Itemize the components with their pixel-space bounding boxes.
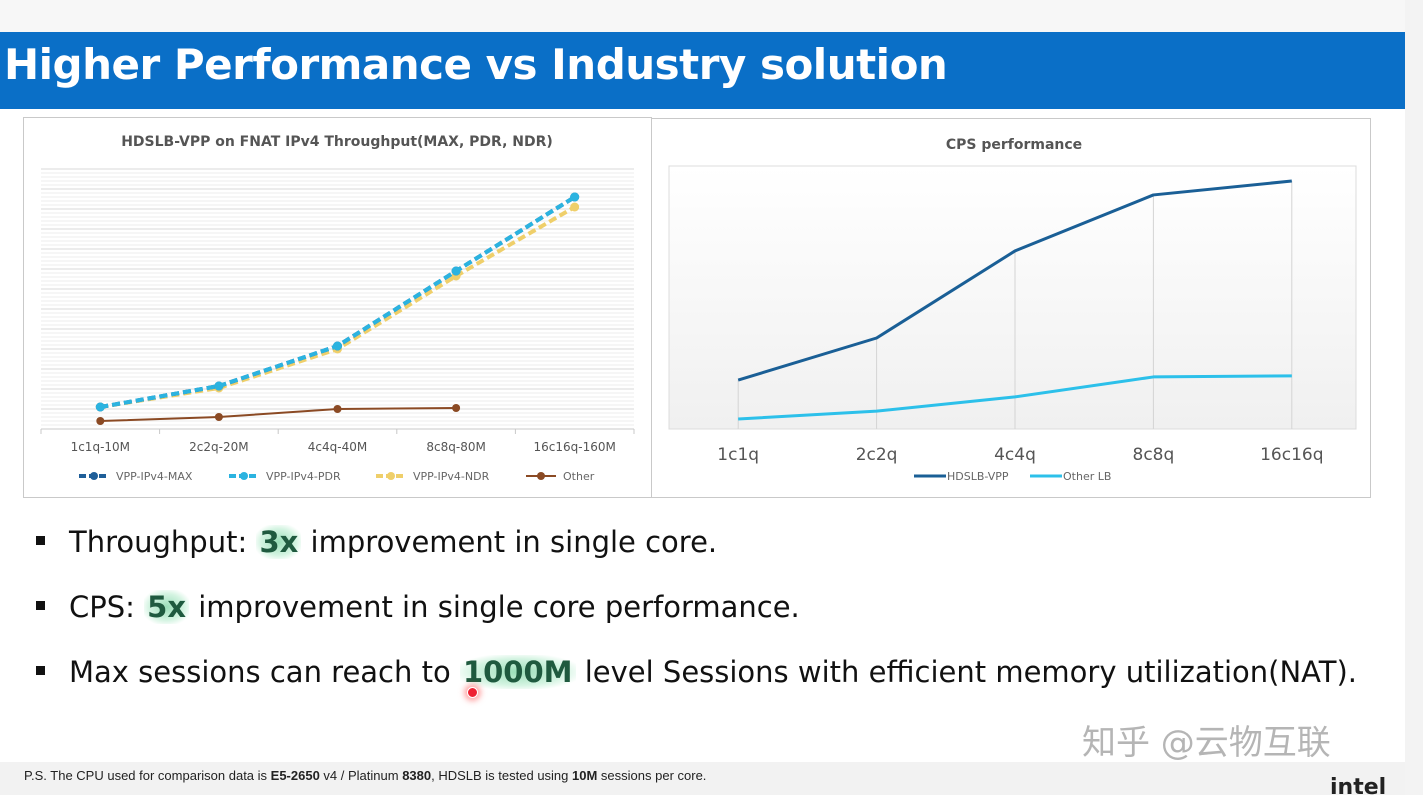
x-tick-label: 4c4q-40M bbox=[308, 440, 367, 454]
bullet-marker bbox=[36, 601, 45, 610]
bullet-highlight: 3x bbox=[256, 525, 301, 559]
x-tick-label: 1c1q bbox=[717, 445, 759, 465]
legend-label: Other LB bbox=[1063, 470, 1111, 483]
x-tick-label: 2c2q bbox=[856, 445, 898, 465]
legend-marker bbox=[90, 472, 98, 480]
bullet-text: Throughput: bbox=[69, 525, 256, 559]
chart-title: HDSLB-VPP on FNAT IPv4 Throughput(MAX, P… bbox=[121, 134, 553, 150]
data-point-VPP-IPv4-PDR bbox=[452, 267, 461, 276]
bullet-highlight: 1000M bbox=[460, 655, 576, 689]
legend-label: VPP-IPv4-PDR bbox=[266, 470, 341, 483]
legend-label: VPP-IPv4-MAX bbox=[116, 470, 193, 483]
bullet-text: CPS: bbox=[69, 590, 144, 624]
legend-marker bbox=[240, 472, 248, 480]
intel-logo: intel bbox=[1330, 775, 1386, 800]
series-line-Other bbox=[100, 408, 456, 421]
bullet-marker bbox=[36, 536, 45, 545]
right-strip bbox=[1405, 0, 1423, 795]
pointer-cursor bbox=[467, 687, 478, 698]
title-banner: Higher Performance vs Industry solution bbox=[0, 32, 1405, 109]
x-tick-label: 1c1q-10M bbox=[71, 440, 130, 454]
plot-area bbox=[669, 166, 1356, 429]
bullet-sessions: Max sessions can reach to 1000M level Se… bbox=[36, 655, 1357, 689]
legend-marker bbox=[387, 472, 395, 480]
x-tick-label: 16c16q-160M bbox=[534, 440, 616, 454]
bullet-cps: CPS: 5x improvement in single core perfo… bbox=[36, 590, 800, 624]
top-strip bbox=[0, 0, 1423, 32]
footnote: P.S. The CPU used for comparison data is… bbox=[24, 768, 706, 783]
chart-title: CPS performance bbox=[946, 137, 1082, 153]
data-point-VPP-IPv4-PDR bbox=[570, 193, 579, 202]
x-tick-label: 8c8q bbox=[1133, 445, 1175, 465]
bullet-text: level Sessions with efficient memory uti… bbox=[576, 655, 1358, 689]
data-point-Other bbox=[96, 417, 104, 425]
bullet-text: improvement in single core. bbox=[301, 525, 717, 559]
data-point-VPP-IPv4-PDR bbox=[214, 382, 223, 391]
x-tick-label: 2c2q-20M bbox=[189, 440, 248, 454]
data-point-VPP-IPv4-PDR bbox=[96, 403, 105, 412]
throughput-chart-panel: HDSLB-VPP on FNAT IPv4 Throughput(MAX, P… bbox=[23, 117, 652, 498]
bullet-text: improvement in single core performance. bbox=[189, 590, 800, 624]
legend-label: Other bbox=[563, 470, 595, 483]
slide-title: Higher Performance vs Industry solution bbox=[4, 40, 947, 89]
x-tick-label: 16c16q bbox=[1260, 445, 1323, 465]
bullet-throughput: Throughput: 3x improvement in single cor… bbox=[36, 525, 717, 559]
data-point-VPP-IPv4-NDR bbox=[570, 203, 579, 212]
throughput-chart: HDSLB-VPP on FNAT IPv4 Throughput(MAX, P… bbox=[24, 118, 651, 497]
data-point-Other bbox=[452, 404, 460, 412]
footer: P.S. The CPU used for comparison data is… bbox=[0, 762, 1405, 795]
data-point-Other bbox=[215, 413, 223, 421]
watermark: 知乎 @云物互联 bbox=[1082, 715, 1331, 764]
legend-label: HDSLB-VPP bbox=[947, 470, 1009, 483]
legend-marker bbox=[537, 472, 545, 480]
legend-label: VPP-IPv4-NDR bbox=[413, 470, 490, 483]
x-tick-label: 4c4q bbox=[994, 445, 1036, 465]
bullet-highlight: 5x bbox=[144, 590, 189, 624]
bullet-marker bbox=[36, 666, 45, 675]
cps-chart: CPS performance 1c1q 2c2q 4c4q 8c8q 16c16q HDS… bbox=[652, 119, 1370, 497]
bullet-text: Max sessions can reach to bbox=[69, 655, 460, 689]
x-tick-label: 8c8q-80M bbox=[426, 440, 485, 454]
data-point-VPP-IPv4-PDR bbox=[333, 342, 342, 351]
cps-chart-panel: CPS performance 1c1q 2c2q 4c4q 8c8q 16c16q HDS… bbox=[651, 118, 1371, 498]
data-point-Other bbox=[334, 405, 342, 413]
